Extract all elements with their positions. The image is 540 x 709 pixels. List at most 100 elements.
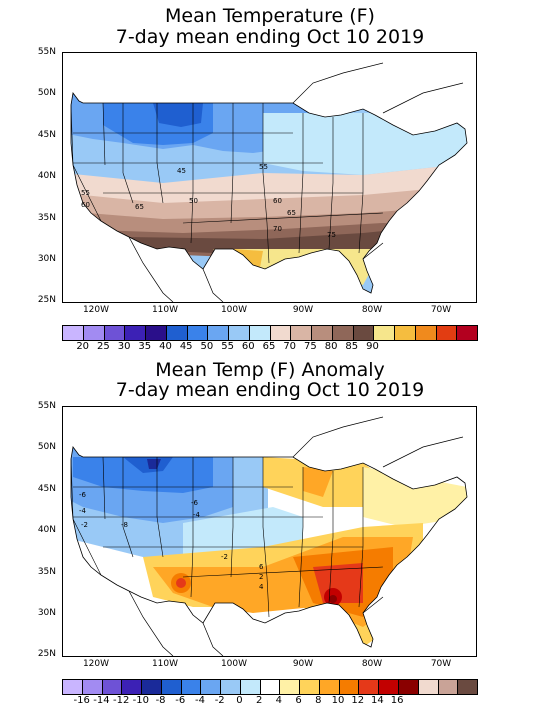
colorbar-tick-label: 80 bbox=[324, 341, 338, 352]
colorbar-swatch bbox=[319, 680, 340, 694]
contour-label: 4 bbox=[259, 583, 264, 591]
colorbar-swatch bbox=[332, 326, 354, 340]
lon-label: 90W bbox=[292, 305, 314, 315]
contour-label: 55 bbox=[81, 189, 90, 197]
colorbar-swatch bbox=[353, 326, 375, 340]
colorbar-swatch bbox=[104, 326, 126, 340]
contour-label: -8 bbox=[121, 521, 128, 529]
colorbar-swatch bbox=[82, 680, 103, 694]
colorbar-tick-label: 14 bbox=[371, 695, 384, 706]
anomaly-colorbar bbox=[62, 679, 478, 695]
lon-label: 110W bbox=[151, 659, 179, 669]
colorbar-swatch bbox=[187, 326, 209, 340]
lon-label: 120W bbox=[82, 659, 110, 669]
temperature-anomaly-map: -6 -4 -2 -8 -6 -4 -2 6 2 4 bbox=[62, 406, 477, 657]
colorbar-tick-label: 30 bbox=[117, 341, 131, 352]
lon-label: 110W bbox=[151, 305, 179, 315]
colorbar-tick-label: 45 bbox=[179, 341, 193, 352]
colorbar-tick-label: -6 bbox=[175, 695, 186, 706]
colorbar-tick-label: 6 bbox=[295, 695, 302, 706]
colorbar-swatch bbox=[415, 326, 437, 340]
colorbar-tick-label: 85 bbox=[345, 341, 359, 352]
lat-label: 50N bbox=[37, 442, 56, 452]
colorbar-swatch bbox=[63, 680, 83, 694]
lat-label: 50N bbox=[37, 88, 56, 98]
colorbar-swatch bbox=[270, 326, 292, 340]
contour-label: 60 bbox=[273, 197, 282, 205]
colorbar-tick-label: 16 bbox=[390, 695, 404, 706]
colorbar-swatch bbox=[221, 680, 241, 694]
lon-label: 70W bbox=[430, 659, 452, 669]
colorbar-swatch bbox=[146, 326, 167, 340]
lat-label: 25N bbox=[37, 295, 56, 305]
colorbar-tick-label: 10 bbox=[331, 695, 345, 706]
contour-label: 60 bbox=[81, 201, 90, 209]
colorbar-swatch bbox=[142, 680, 162, 694]
colorbar-swatch bbox=[395, 326, 416, 340]
panel2-title-line1: Mean Temp (F) Anomaly bbox=[155, 359, 385, 381]
colorbar-swatch bbox=[436, 326, 458, 340]
colorbar-tick-label: 8 bbox=[315, 695, 322, 706]
lon-label: 120W bbox=[82, 305, 110, 315]
lat-label: 25N bbox=[37, 649, 56, 659]
contour-label: 65 bbox=[135, 203, 144, 211]
panel2-title-line2: 7-day mean ending Oct 10 2019 bbox=[115, 379, 425, 401]
contour-label: 65 bbox=[287, 209, 296, 217]
contour-label: 2 bbox=[259, 573, 263, 581]
colorbar-tick-label: 35 bbox=[138, 341, 152, 352]
lat-label: 30N bbox=[37, 608, 56, 618]
colorbar-tick-label: -14 bbox=[93, 695, 110, 706]
lon-label: 80W bbox=[361, 305, 383, 315]
colorbar-tick-label: 0 bbox=[236, 695, 243, 706]
colorbar-swatch bbox=[291, 326, 312, 340]
colorbar-swatch bbox=[181, 680, 202, 694]
lat-label: 40N bbox=[37, 171, 56, 181]
colorbar-tick-label: -2 bbox=[214, 695, 225, 706]
colorbar-tick-label: 70 bbox=[283, 341, 297, 352]
panel1-title-line2: 7-day mean ending Oct 10 2019 bbox=[115, 26, 425, 48]
colorbar-swatch bbox=[240, 680, 261, 694]
colorbar-tick-label: 90 bbox=[366, 341, 379, 352]
contour-label: -2 bbox=[221, 553, 228, 561]
colorbar-tick-label: 4 bbox=[275, 695, 283, 706]
temperature-map: 45 55 55 50 60 60 65 70 75 65 bbox=[62, 52, 477, 303]
colorbar-swatch bbox=[457, 326, 477, 340]
lat-label: 45N bbox=[37, 484, 56, 494]
contour-label: -6 bbox=[79, 491, 87, 499]
colorbar-swatch bbox=[208, 326, 229, 340]
lat-label: 55N bbox=[37, 47, 56, 57]
contour-label: 6 bbox=[259, 563, 264, 571]
colorbar-tick-label: 2 bbox=[255, 695, 263, 706]
colorbar-swatch bbox=[201, 680, 222, 694]
contour-label: 50 bbox=[189, 197, 198, 205]
panel1-title-line1: Mean Temperature (F) bbox=[165, 5, 375, 27]
colorbar-swatch bbox=[280, 680, 301, 694]
colorbar-tick-label: -8 bbox=[155, 695, 166, 706]
lat-label: 35N bbox=[37, 567, 56, 577]
colorbar-swatch bbox=[418, 680, 439, 694]
lat-label: 55N bbox=[37, 401, 56, 411]
colorbar-swatch bbox=[312, 326, 333, 340]
colorbar-tick-label: 55 bbox=[221, 341, 234, 352]
colorbar-swatch bbox=[260, 680, 281, 694]
colorbar-swatch bbox=[125, 326, 146, 340]
colorbar-tick-label: -10 bbox=[132, 695, 150, 706]
lon-label: 100W bbox=[220, 305, 248, 315]
colorbar-swatch bbox=[339, 680, 360, 694]
colorbar-tick-label: 25 bbox=[97, 341, 110, 352]
colorbar-tick-label: 65 bbox=[262, 341, 276, 352]
colorbar-tick-label: 50 bbox=[200, 341, 214, 352]
lon-label: 80W bbox=[361, 659, 383, 669]
contour-label: 70 bbox=[273, 225, 282, 233]
colorbar-swatch bbox=[379, 680, 400, 694]
lon-label: 100W bbox=[220, 659, 248, 669]
lat-label: 40N bbox=[37, 525, 56, 535]
colorbar-swatch bbox=[166, 326, 188, 340]
temperature-colorbar bbox=[62, 325, 478, 341]
contour-label: 45 bbox=[177, 167, 186, 175]
colorbar-swatch bbox=[249, 326, 271, 340]
colorbar-tick-label: 60 bbox=[241, 341, 255, 352]
colorbar-swatch bbox=[122, 680, 143, 694]
colorbar-swatch bbox=[438, 680, 459, 694]
colorbar-swatch bbox=[161, 680, 182, 694]
